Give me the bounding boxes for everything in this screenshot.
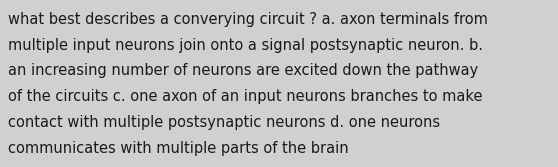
Text: multiple input neurons join onto a signal postsynaptic neuron. b.: multiple input neurons join onto a signa…	[8, 38, 483, 53]
Text: an increasing number of neurons are excited down the pathway: an increasing number of neurons are exci…	[8, 63, 479, 78]
Text: contact with multiple postsynaptic neurons d. one neurons: contact with multiple postsynaptic neuro…	[8, 115, 440, 130]
Text: what best describes a converying circuit ? a. axon terminals from: what best describes a converying circuit…	[8, 12, 488, 27]
Text: of the circuits c. one axon of an input neurons branches to make: of the circuits c. one axon of an input …	[8, 89, 483, 104]
Text: communicates with multiple parts of the brain: communicates with multiple parts of the …	[8, 141, 349, 156]
